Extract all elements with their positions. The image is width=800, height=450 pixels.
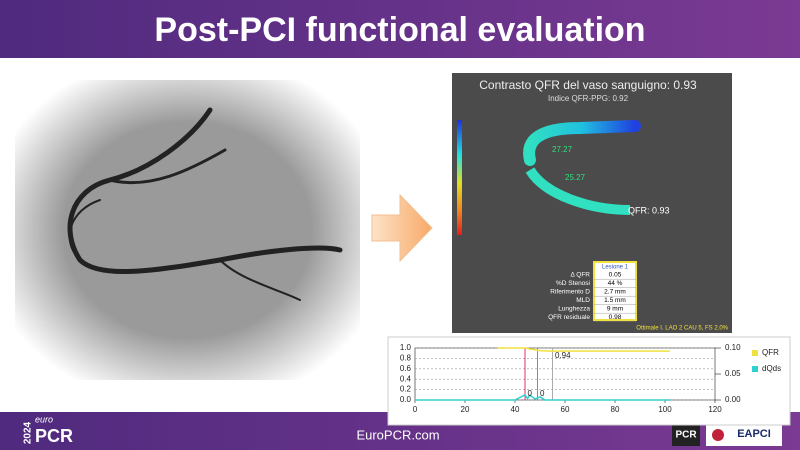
logo-text: PCR — [675, 430, 697, 441]
y2-tick-label: 0.05 — [725, 369, 741, 378]
table-value: 2.7 mm — [604, 289, 626, 296]
angiogram — [15, 80, 360, 380]
y-tick-label: 0.2 — [400, 385, 412, 394]
footer-brand: euro — [35, 414, 53, 424]
arrow — [371, 193, 433, 263]
table-value: 0.05 — [609, 272, 622, 279]
x-tick-label: 100 — [658, 405, 672, 414]
x-tick-label: 60 — [561, 405, 570, 414]
table-value: 1.5 mm — [604, 297, 626, 304]
table-value: 44 % — [608, 280, 623, 287]
table-label: QFR residuale — [548, 314, 590, 321]
x-tick-label: 40 — [511, 405, 520, 414]
y-tick-label: 0.0 — [400, 395, 412, 404]
logo-text: EAPCI — [737, 428, 771, 440]
vessel-label: 25.27 — [565, 173, 586, 182]
vessels — [67, 107, 343, 301]
vessel-model — [523, 120, 641, 166]
table-label: Lunghezza — [558, 306, 590, 313]
header-bar — [0, 0, 800, 58]
series-line — [497, 347, 670, 352]
footer-brand: PCR — [35, 426, 73, 446]
table-header: Lesione 1 — [602, 265, 629, 271]
table-value: 9 mm — [607, 306, 623, 313]
y-tick-label: 1.0 — [400, 343, 412, 352]
legend-label: QFR — [762, 348, 779, 357]
table-value: 0.98 — [609, 314, 622, 321]
legend-label: dQds — [762, 364, 781, 373]
x-tick-label: 0 — [413, 405, 418, 414]
vessel-label: 27.27 — [552, 145, 573, 154]
y2-tick-label: 0.00 — [725, 395, 741, 404]
table-label: %D Stenosi — [556, 280, 590, 287]
y-tick-label: 0.4 — [400, 374, 412, 383]
color-scale — [457, 120, 462, 235]
table-label: MLD — [576, 297, 590, 304]
legend-swatch — [752, 350, 758, 356]
vessel-model — [525, 167, 631, 215]
y-tick-label: 0.8 — [400, 354, 412, 363]
annotation: 0 — [540, 389, 545, 398]
vessel-label: QFR: 0.93 — [628, 205, 670, 215]
logo-icon — [712, 429, 724, 441]
logo — [672, 424, 700, 446]
qfr-subtitle: Indice QFR-PPG: 0.92 — [548, 94, 629, 103]
legend-swatch — [752, 366, 758, 372]
qfr-title: Contrasto QFR del vaso sanguigno: 0.93 — [479, 78, 697, 92]
y-tick-label: 0.6 — [400, 364, 412, 373]
series-line — [415, 393, 670, 401]
annotation: 0 — [528, 389, 533, 398]
annotation: 0.94 — [555, 351, 571, 360]
table-label: Riferimento D — [550, 289, 590, 296]
x-tick-label: 80 — [611, 405, 620, 414]
logo — [706, 424, 782, 446]
table-label: Δ QFR — [570, 272, 590, 279]
x-tick-label: 20 — [461, 405, 470, 414]
qfr-footer: Ottimale I. LAO 2 CAU 5, FS 2.0% — [636, 326, 728, 332]
footer-year: 2024 — [23, 421, 34, 444]
title: Post-PCI functional evaluation — [154, 11, 645, 49]
x-tick-label: 120 — [708, 405, 722, 414]
footer-url: EuroPCR.com — [356, 427, 439, 442]
y2-tick-label: 0.10 — [725, 343, 741, 352]
lesion-table — [593, 261, 637, 321]
